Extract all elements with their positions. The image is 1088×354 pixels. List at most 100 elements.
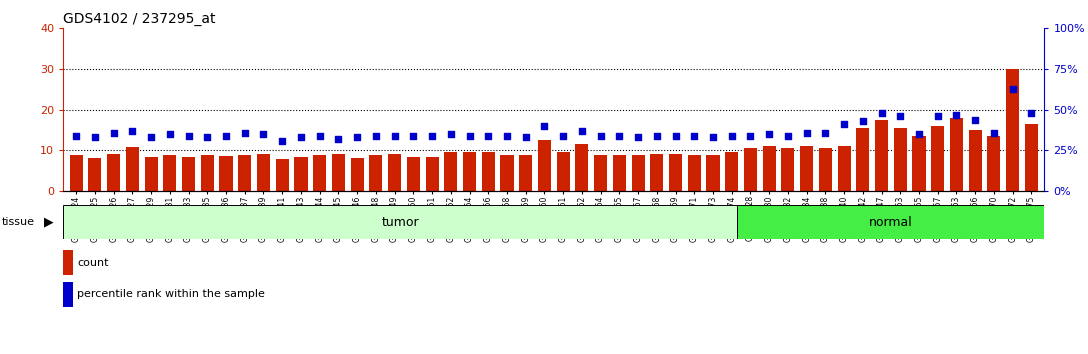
Point (1023, 110, 1040, 116)
Point (517, 135, 534, 140)
Bar (651, 154, 664, 191)
Bar (388, 154, 401, 191)
Point (986, 130, 1003, 135)
Bar (126, 147, 139, 191)
Bar (838, 147, 851, 191)
Point (161, 131, 178, 137)
Bar (950, 118, 963, 191)
Bar (726, 153, 739, 191)
Point (273, 138, 290, 143)
Bar (463, 153, 477, 191)
Point (836, 121, 853, 127)
Point (498, 133, 516, 139)
Point (180, 133, 197, 139)
Bar (295, 156, 308, 191)
Point (704, 135, 721, 140)
Bar (63, 251, 73, 275)
Text: tumor: tumor (382, 216, 419, 229)
Bar (70, 155, 83, 191)
Bar (145, 156, 158, 191)
Point (124, 128, 141, 134)
Point (873, 110, 890, 116)
FancyBboxPatch shape (738, 205, 1044, 239)
Bar (88, 158, 101, 191)
Point (405, 133, 422, 139)
Bar (987, 136, 1001, 191)
Bar (63, 282, 73, 307)
Bar (537, 140, 551, 191)
Bar (819, 148, 832, 191)
Point (1004, 86, 1022, 91)
Point (573, 128, 591, 134)
Text: normal: normal (869, 216, 913, 229)
Bar (275, 159, 288, 191)
Point (966, 117, 984, 122)
Point (293, 135, 310, 140)
Bar (500, 154, 514, 191)
Point (236, 130, 254, 135)
Point (592, 133, 609, 139)
Point (86, 135, 103, 140)
Point (724, 133, 741, 139)
Bar (220, 156, 233, 191)
Bar (313, 154, 326, 191)
Bar (1006, 69, 1019, 191)
Bar (482, 153, 495, 191)
Point (367, 133, 384, 139)
Point (761, 131, 778, 137)
Point (311, 133, 329, 139)
Point (667, 133, 684, 139)
Point (685, 133, 703, 139)
Bar (931, 126, 944, 191)
Bar (744, 148, 757, 191)
Point (255, 131, 272, 137)
Point (348, 135, 366, 140)
Bar (444, 153, 457, 191)
Bar (350, 158, 363, 191)
Bar (763, 147, 776, 191)
Bar (893, 128, 906, 191)
Bar (163, 154, 176, 191)
Point (423, 133, 441, 139)
Bar (856, 128, 869, 191)
Point (386, 133, 404, 139)
Point (742, 133, 759, 139)
Text: count: count (77, 258, 109, 268)
Bar (913, 136, 926, 191)
Point (535, 123, 553, 129)
Point (555, 133, 572, 139)
Bar (238, 154, 251, 191)
Text: tissue: tissue (2, 217, 35, 227)
Text: percentile rank within the sample: percentile rank within the sample (77, 290, 264, 299)
Bar (1025, 124, 1038, 191)
Bar (407, 156, 420, 191)
Bar (107, 154, 121, 191)
Bar (332, 154, 345, 191)
Bar (800, 147, 813, 191)
Point (817, 130, 834, 135)
Point (143, 135, 160, 140)
Bar (557, 153, 570, 191)
Bar (688, 154, 701, 191)
Bar (669, 154, 682, 191)
Point (891, 113, 908, 119)
FancyBboxPatch shape (63, 205, 738, 239)
Text: GDS4102 / 237295_at: GDS4102 / 237295_at (63, 12, 215, 26)
Bar (613, 154, 626, 191)
Point (610, 133, 628, 139)
Point (911, 131, 928, 137)
Point (442, 131, 459, 137)
Point (779, 133, 796, 139)
Bar (182, 156, 195, 191)
Bar (631, 154, 644, 191)
Point (67, 133, 85, 139)
Bar (875, 120, 888, 191)
Point (629, 135, 646, 140)
Bar (594, 154, 607, 191)
Bar (781, 148, 794, 191)
Text: ▶: ▶ (44, 216, 53, 229)
Bar (519, 154, 532, 191)
Bar (968, 130, 981, 191)
Point (218, 133, 235, 139)
Bar (706, 154, 719, 191)
